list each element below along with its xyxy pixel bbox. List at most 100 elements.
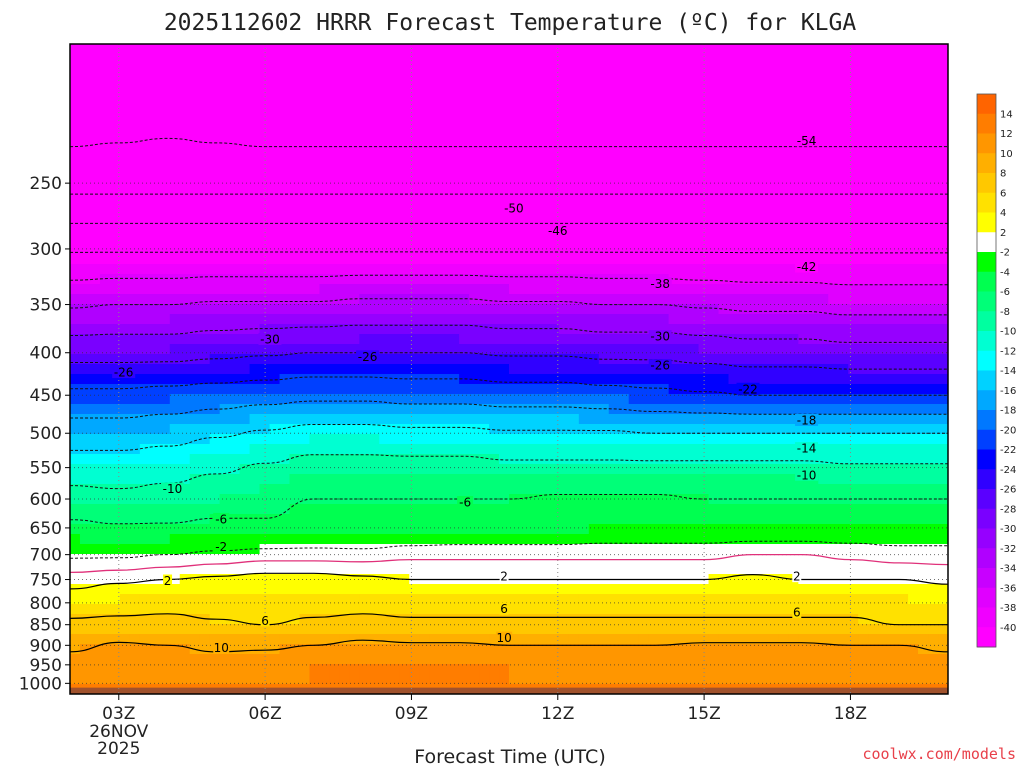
heatmap-cell: [818, 164, 829, 175]
heatmap-cell: [169, 204, 181, 215]
heatmap-cell: [309, 514, 321, 525]
heatmap-cell: [379, 324, 390, 335]
heatmap-cell: [848, 164, 859, 175]
heatmap-cell: [409, 214, 420, 225]
heatmap-cell: [558, 484, 570, 495]
heatmap-cell: [638, 344, 650, 355]
heatmap-cell: [748, 264, 760, 275]
heatmap-cell: [898, 504, 909, 515]
heatmap-cell: [908, 454, 919, 465]
heatmap-cell: [878, 174, 889, 185]
heatmap-cell: [309, 354, 321, 365]
heatmap-cell: [858, 554, 869, 565]
heatmap-cell: [788, 424, 799, 435]
heatmap-cell: [528, 374, 540, 385]
heatmap-cell: [608, 474, 620, 485]
heatmap-cell: [199, 574, 211, 585]
heatmap-cell: [668, 504, 680, 515]
heatmap-cell: [908, 374, 919, 385]
heatmap-cell: [718, 184, 730, 195]
heatmap-cell: [439, 254, 450, 265]
heatmap-cell: [189, 304, 201, 315]
heatmap-cell: [908, 484, 919, 495]
heatmap-cell: [698, 74, 710, 85]
heatmap-cell: [139, 134, 151, 145]
heatmap-cell: [129, 544, 141, 555]
heatmap-cell: [888, 174, 899, 185]
heatmap-cell: [419, 304, 430, 315]
heatmap-cell: [678, 194, 690, 205]
heatmap-cell: [289, 44, 301, 55]
heatmap-cell: [209, 174, 221, 185]
heatmap-cell: [878, 514, 889, 525]
heatmap-cell: [748, 344, 760, 355]
heatmap-cell: [798, 544, 809, 555]
heatmap-cell: [109, 594, 121, 605]
heatmap-cell: [588, 364, 600, 375]
heatmap-cell: [479, 44, 490, 55]
heatmap-cell: [658, 244, 670, 255]
heatmap-cell: [678, 44, 690, 55]
heatmap-cell: [229, 414, 241, 425]
heatmap-cell: [758, 304, 770, 315]
heatmap-cell: [928, 444, 939, 455]
heatmap-cell: [119, 494, 131, 505]
heatmap-cell: [239, 164, 251, 175]
heatmap-cell: [439, 244, 450, 255]
heatmap-cell: [788, 94, 799, 105]
heatmap-cell: [678, 104, 690, 115]
heatmap-cell: [379, 554, 390, 565]
heatmap-cell: [628, 204, 640, 215]
heatmap-cell: [678, 164, 690, 175]
heatmap-cell: [309, 114, 321, 125]
heatmap-cell: [329, 334, 340, 345]
heatmap-cell: [79, 394, 91, 405]
heatmap-cell: [708, 144, 720, 155]
heatmap-cell: [868, 424, 879, 435]
heatmap-cell: [758, 194, 770, 205]
heatmap-cell: [838, 74, 849, 85]
heatmap-cell: [499, 464, 510, 475]
heatmap-cell: [748, 604, 760, 615]
heatmap-cell: [768, 114, 779, 125]
heatmap-cell: [558, 494, 570, 505]
heatmap-cell: [678, 154, 690, 165]
heatmap-cell: [788, 314, 799, 325]
heatmap-cell: [758, 234, 770, 245]
heatmap-cell: [528, 104, 540, 115]
heatmap-cell: [239, 434, 251, 445]
heatmap-cell: [708, 384, 720, 395]
heatmap-cell: [439, 394, 450, 405]
heatmap-cell: [628, 474, 640, 485]
heatmap-cell: [588, 194, 600, 205]
heatmap-cell: [209, 604, 221, 615]
heatmap-cell: [469, 384, 480, 395]
heatmap-cell: [139, 124, 151, 135]
heatmap-cell: [908, 304, 919, 315]
heatmap-cell: [818, 124, 829, 135]
heatmap-cell: [678, 54, 690, 65]
heatmap-cell: [618, 54, 630, 65]
heatmap-cell: [79, 484, 91, 495]
heatmap-cell: [259, 394, 271, 405]
heatmap-cell: [199, 564, 211, 575]
heatmap-cell: [818, 174, 829, 185]
heatmap-cell: [169, 154, 181, 165]
heatmap-cell: [249, 554, 261, 565]
heatmap-cell: [179, 44, 191, 55]
heatmap-cell: [469, 254, 480, 265]
heatmap-cell: [139, 554, 151, 565]
heatmap-cell: [908, 134, 919, 145]
heatmap-cell: [808, 74, 819, 85]
heatmap-cell: [898, 234, 909, 245]
heatmap-cell: [778, 564, 789, 575]
heatmap-cell: [758, 444, 770, 455]
heatmap-cell: [409, 604, 420, 615]
heatmap-cell: [668, 454, 680, 465]
heatmap-cell: [518, 214, 530, 225]
heatmap-cell: [339, 154, 350, 165]
heatmap-cell: [928, 434, 939, 445]
heatmap-cell: [79, 254, 91, 265]
heatmap-cell: [109, 314, 121, 325]
heatmap-cell: [309, 254, 321, 265]
